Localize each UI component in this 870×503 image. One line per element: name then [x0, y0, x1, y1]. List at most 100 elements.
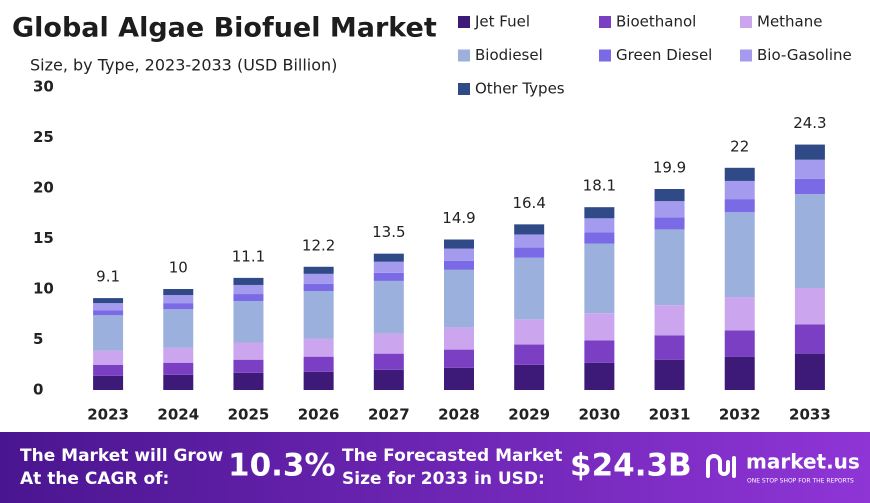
- legend-label: Jet Fuel: [474, 13, 530, 31]
- bar-segment: [444, 327, 474, 350]
- bar-segment: [373, 272, 404, 281]
- bar-segment: [233, 284, 264, 295]
- legend-label: Other Types: [475, 80, 565, 98]
- bar-segment: [233, 294, 264, 302]
- bar-segment: [724, 212, 755, 298]
- legend-swatch: [458, 16, 470, 28]
- legend-swatch: [599, 49, 611, 62]
- bar-segment: [584, 243, 615, 314]
- bar-segment: [444, 367, 474, 390]
- y-tick-label: 5: [33, 330, 43, 348]
- bar-segment: [233, 359, 264, 373]
- y-tick-label: 10: [33, 280, 54, 298]
- bar-segment: [584, 218, 615, 233]
- footer-text: The Market will Grow: [20, 446, 223, 466]
- total-label: 18.1: [583, 177, 616, 195]
- bar-segment: [794, 144, 825, 160]
- x-tick-label: 2028: [438, 406, 480, 424]
- total-label: 11.1: [232, 247, 265, 265]
- bar-segment: [584, 313, 615, 341]
- legend-swatch: [740, 49, 752, 62]
- y-tick-label: 15: [33, 229, 54, 247]
- x-tick-label: 2023: [87, 406, 129, 424]
- bar-segment: [373, 261, 404, 273]
- bar-segment: [584, 232, 615, 244]
- bar-segment: [303, 273, 334, 284]
- x-tick-label: 2032: [719, 406, 761, 424]
- bar-segment: [444, 260, 474, 270]
- bar-segment: [794, 287, 825, 325]
- bar-segment: [303, 371, 334, 390]
- brand-tagline: ONE STOP SHOP FOR THE REPORTS: [747, 478, 854, 485]
- bar-segment: [654, 217, 685, 230]
- bar-segment: [514, 257, 545, 320]
- bar-segment: [724, 167, 755, 181]
- chart-title: Global Algae Biofuel Market: [12, 13, 437, 44]
- bar-segment: [163, 289, 194, 296]
- total-label: 19.9: [653, 159, 686, 177]
- bar-segment: [444, 269, 474, 328]
- bar-segment: [724, 199, 755, 213]
- brand-logo: [706, 454, 736, 478]
- x-tick-label: 2031: [649, 406, 691, 424]
- x-tick-label: 2033: [789, 406, 831, 424]
- bar-segment: [724, 180, 755, 200]
- bar-segment: [373, 369, 404, 390]
- legend-label: Bio-Gasoline: [757, 46, 852, 64]
- y-tick-label: 0: [33, 381, 43, 399]
- footer-text: At the CAGR of:: [20, 469, 169, 489]
- bar-segment: [303, 338, 334, 357]
- legend-label: Green Diesel: [616, 46, 712, 64]
- legend-label: Methane: [757, 13, 823, 31]
- bar-segment: [163, 347, 194, 363]
- bar-segment: [794, 178, 825, 195]
- bar-segment: [794, 324, 825, 354]
- bar-segment: [233, 301, 264, 343]
- x-tick-label: 2025: [228, 406, 270, 424]
- bar-segment: [303, 283, 334, 292]
- footer-text: The Forecasted Market: [342, 446, 562, 466]
- bar-segment: [373, 253, 404, 262]
- bar-segment: [654, 229, 685, 306]
- legend-swatch: [740, 16, 752, 28]
- footer-text: Size for 2033 in USD:: [342, 469, 545, 489]
- footer: The Market will Grow At the CAGR of: 10.…: [0, 432, 870, 503]
- bar-segment: [444, 349, 474, 368]
- legend-swatch: [599, 16, 611, 28]
- bar-segment: [514, 247, 545, 258]
- total-label: 14.9: [442, 209, 475, 227]
- total-label: 24.3: [793, 114, 826, 132]
- footer-value: 10.3%: [228, 448, 336, 484]
- x-tick-label: 2026: [298, 406, 340, 424]
- bar-segment: [163, 374, 194, 390]
- bar-segment: [444, 239, 474, 249]
- bar-segment: [654, 305, 685, 336]
- bar-segment: [654, 189, 685, 202]
- bar-segment: [93, 350, 124, 365]
- footer-value: $24.3B: [570, 448, 692, 484]
- bar-segment: [514, 344, 545, 365]
- bar-segment: [93, 364, 124, 376]
- bar-segment: [654, 335, 685, 360]
- bar-segment: [514, 234, 545, 248]
- bar-segment: [654, 201, 685, 218]
- bar-segment: [654, 359, 685, 390]
- bar-segment: [514, 364, 545, 390]
- legend-label: Biodiesel: [475, 46, 543, 64]
- bar-segment: [233, 277, 264, 285]
- bar-segment: [303, 266, 334, 274]
- y-tick-label: 25: [33, 128, 54, 146]
- brand: market.us: [746, 450, 860, 474]
- bar-segment: [724, 297, 755, 331]
- total-label: 9.1: [96, 268, 120, 286]
- total-label: 10: [169, 259, 188, 277]
- bar-segment: [584, 207, 615, 219]
- total-label: 16.4: [512, 194, 545, 212]
- total-label: 12.2: [302, 236, 335, 254]
- x-tick-label: 2024: [157, 406, 199, 424]
- bar-segment: [724, 330, 755, 357]
- legend-swatch: [458, 83, 470, 95]
- x-tick-label: 2029: [508, 406, 550, 424]
- x-tick-label: 2030: [578, 406, 620, 424]
- bar-segment: [373, 280, 404, 334]
